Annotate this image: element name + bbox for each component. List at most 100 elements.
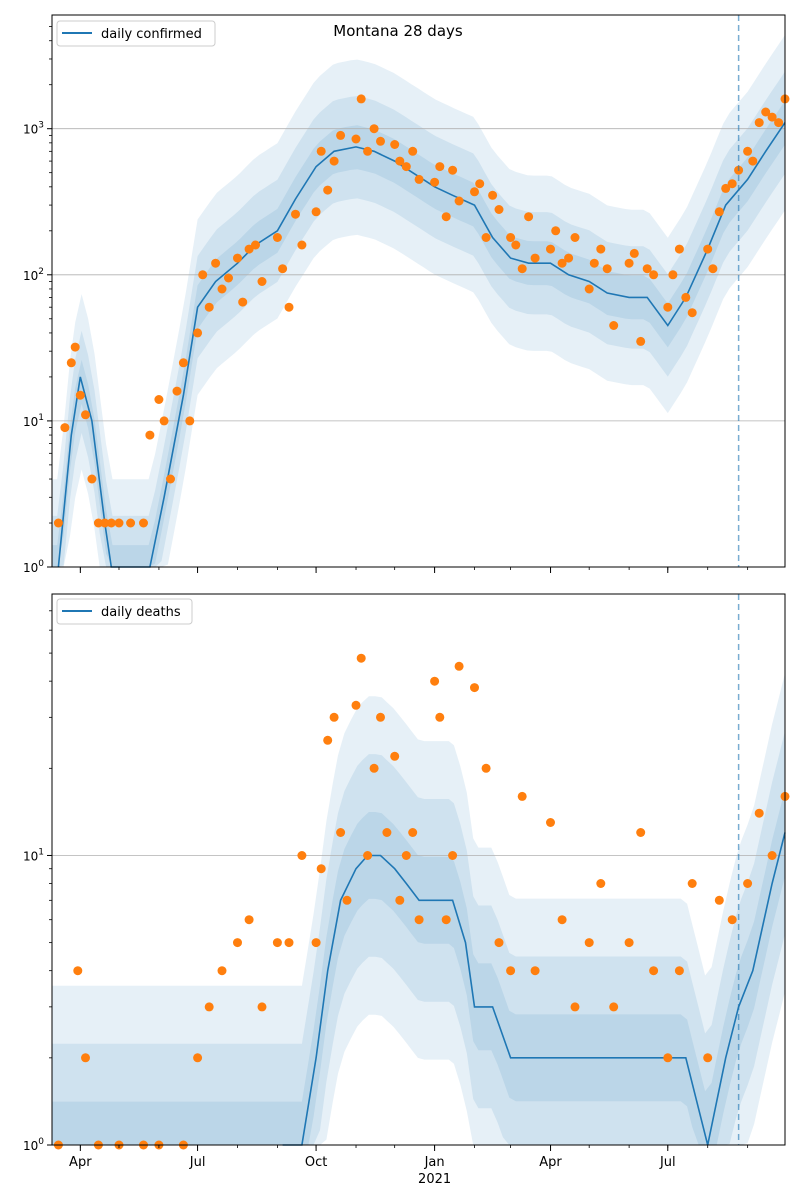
observed-point (494, 205, 504, 214)
observed-point (674, 244, 684, 254)
x-year-label: 2021 (418, 1172, 451, 1187)
observed-point (198, 270, 208, 280)
observed-point (233, 253, 242, 263)
x-tick-label: Apr (539, 1155, 562, 1170)
observed-point (297, 851, 307, 860)
legend-bottom-frame (56, 598, 193, 625)
observed-point (774, 118, 784, 128)
observed-point (609, 1002, 619, 1012)
observed-point (336, 130, 346, 140)
observed-point (316, 864, 326, 874)
observed-point (351, 134, 361, 144)
observed-point (624, 938, 634, 948)
legend-bottom-label: daily deaths (101, 605, 181, 620)
observed-point (481, 233, 491, 242)
observed-point (530, 253, 540, 263)
observed-point (414, 174, 424, 184)
x-tick-label: Oct (305, 1155, 327, 1170)
observed-point (408, 146, 418, 156)
observed-point (278, 264, 288, 274)
observed-point (93, 518, 103, 528)
observed-point (584, 284, 594, 294)
observed-point (100, 518, 110, 528)
observed-point (284, 302, 294, 312)
observed-point (663, 302, 673, 312)
observed-point (81, 1053, 90, 1063)
observed-point (557, 915, 567, 925)
y-tick-label: 100 (23, 559, 44, 575)
observed-point (145, 430, 155, 440)
observed-point (584, 938, 594, 948)
observed-point (530, 966, 540, 976)
observed-point (193, 328, 203, 338)
observed-point (193, 1053, 203, 1063)
legend-top-label: daily confirmed (101, 27, 202, 42)
observed-point (75, 390, 85, 400)
observed-point (178, 358, 188, 368)
observed-point (551, 226, 561, 236)
y-tick-label: 101 (23, 413, 44, 429)
observed-point (649, 966, 659, 976)
observed-point (589, 258, 599, 268)
observed-point (351, 700, 361, 710)
observed-point (87, 474, 97, 484)
observed-point (435, 712, 445, 722)
axes: 100 101 102 103 100 101 Apr Jul Oct Jan Apr Jul 2021 (23, 14, 786, 1187)
observed-point (430, 177, 440, 187)
observed-point (217, 966, 227, 976)
observed-point (748, 156, 758, 166)
observed-point (382, 828, 392, 837)
observed-point (470, 187, 479, 197)
observed-point (336, 828, 346, 837)
observed-point (60, 423, 70, 433)
uncertainty-band-confirmed-0 (52, 35, 785, 567)
observed-point (311, 207, 321, 217)
observed-point (257, 277, 267, 286)
observed-point (642, 264, 652, 274)
observed-point (448, 165, 458, 175)
observed-point (767, 851, 777, 860)
x-tick-label: Jan (424, 1155, 445, 1170)
observed-point (395, 156, 405, 166)
observed-point (251, 240, 260, 250)
observed-point (106, 518, 116, 528)
observed-point (53, 518, 63, 528)
observed-point (369, 124, 379, 134)
model-line-deaths (282, 832, 786, 1146)
observed-point (233, 938, 242, 948)
observed-point (506, 966, 516, 976)
observed-point (761, 107, 771, 117)
observed-point (284, 938, 294, 948)
uncertainty-band-deaths-0 (52, 673, 785, 1145)
observed-point (596, 879, 606, 888)
observed-point (546, 818, 555, 827)
uncertainty-bands (52, 35, 785, 1145)
observed-point (687, 308, 697, 318)
observed-point (272, 938, 282, 948)
observed-point (629, 248, 639, 258)
x-tick-label: Apr (69, 1155, 92, 1170)
legend-top-frame (56, 20, 216, 47)
observed-point (727, 179, 737, 189)
observed-point (564, 253, 574, 263)
observed-point (663, 1053, 673, 1063)
observed-point (329, 156, 339, 166)
observed-point (448, 851, 458, 860)
observed-point (754, 808, 764, 818)
observed-point (703, 1053, 713, 1063)
observed-points (53, 94, 790, 1150)
y-tick-label: 101 (23, 847, 44, 863)
observed-point (376, 136, 385, 146)
observed-point (703, 244, 713, 254)
observed-point (714, 895, 724, 905)
observed-point (363, 851, 373, 860)
observed-point (356, 94, 366, 104)
observed-point (217, 284, 227, 294)
observed-point (767, 112, 777, 122)
observed-point (470, 683, 479, 693)
observed-point (481, 763, 491, 773)
observed-point (323, 185, 333, 195)
observed-point (743, 879, 753, 888)
observed-point (376, 712, 385, 722)
